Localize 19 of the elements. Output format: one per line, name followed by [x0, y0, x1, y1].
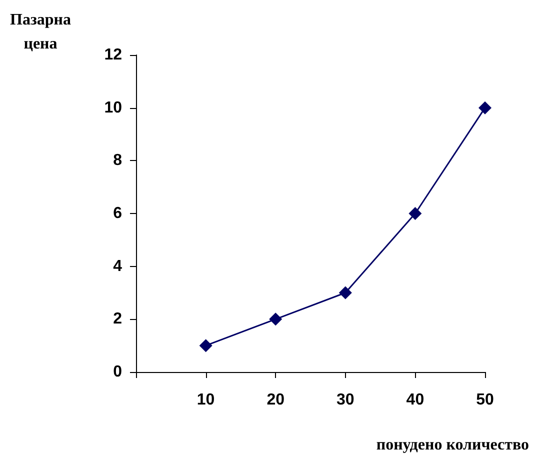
y-tick-label: 6 [113, 205, 122, 222]
x-tick-label: 40 [406, 392, 424, 408]
y-tick-label: 12 [104, 46, 122, 64]
y-tick-label: 2 [113, 310, 122, 328]
y-tick-label: 8 [113, 152, 122, 170]
x-axis-title: понудено количество [376, 436, 530, 454]
x-tick-label: 20 [266, 392, 285, 408]
point [269, 312, 282, 326]
y-tick-label: 10 [104, 99, 122, 116]
y-tick-label: 4 [113, 258, 122, 275]
point [478, 101, 492, 114]
x-tick-label: 30 [336, 392, 354, 408]
point [199, 339, 212, 352]
x-tick-label: 50 [476, 392, 494, 408]
y-tick-label: 0 [113, 364, 122, 380]
point [338, 286, 352, 300]
point [408, 207, 422, 220]
y-axis-title: Пазарна цена [10, 12, 71, 52]
x-tick-label: 10 [196, 392, 215, 408]
